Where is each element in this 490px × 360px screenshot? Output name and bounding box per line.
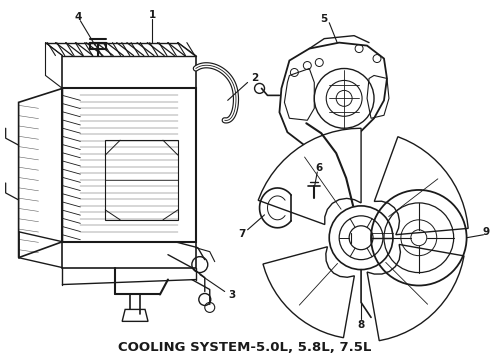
Polygon shape xyxy=(258,128,361,225)
Text: 7: 7 xyxy=(238,229,245,239)
Text: 4: 4 xyxy=(74,12,82,22)
Text: 5: 5 xyxy=(320,14,328,24)
Text: 8: 8 xyxy=(357,320,365,330)
Polygon shape xyxy=(374,137,468,235)
Polygon shape xyxy=(263,247,354,338)
Text: 9: 9 xyxy=(483,227,490,237)
Polygon shape xyxy=(90,42,106,49)
Text: 3: 3 xyxy=(228,291,235,301)
Polygon shape xyxy=(367,244,464,341)
Text: COOLING SYSTEM-5.0L, 5.8L, 7.5L: COOLING SYSTEM-5.0L, 5.8L, 7.5L xyxy=(118,341,371,354)
Text: 6: 6 xyxy=(316,163,323,173)
Text: 1: 1 xyxy=(148,10,156,20)
Text: 2: 2 xyxy=(251,73,258,84)
